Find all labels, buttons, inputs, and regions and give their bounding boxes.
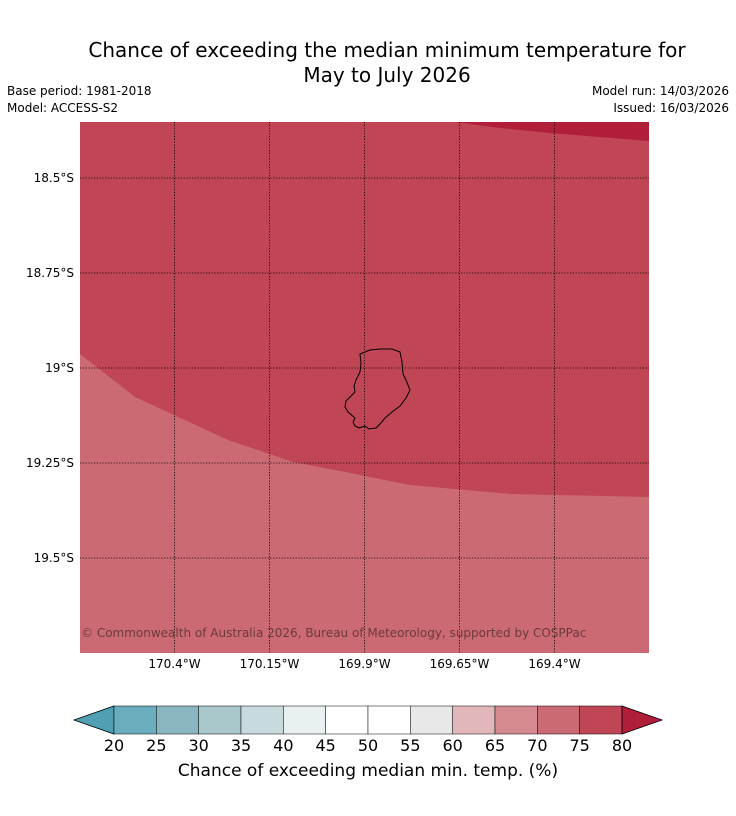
colorbar-cell (537, 705, 580, 735)
colorbar-tick-label: 60 (442, 736, 463, 755)
issued-date: Issued: 16/03/2026 (613, 101, 729, 115)
copyright-notice: © Commonwealth of Australia 2026, Bureau… (81, 626, 587, 640)
model-run: Model run: 14/03/2026 (591, 84, 729, 98)
niue-island-outline (344, 348, 411, 430)
lon-label: 169.9°W (338, 657, 391, 671)
lon-label: 170.4°W (148, 657, 201, 671)
colorbar-tick-label: 75 (569, 736, 590, 755)
colorbar-tick-label: 20 (103, 736, 125, 755)
colorbar-tick-label: 80 (611, 736, 633, 755)
lat-label: 19.5°S (33, 551, 74, 565)
colorbar-tick-label: 25 (146, 736, 167, 755)
colorbar-cell (198, 705, 242, 735)
colorbar-cell (113, 705, 157, 735)
colorbar-cell (325, 705, 369, 735)
graticule (80, 122, 649, 653)
lat-label: 19.25°S (26, 456, 74, 470)
meta-left: Base period: 1981-2018 Model: ACCESS-S2 (7, 83, 152, 117)
model-name: Model: ACCESS-S2 (7, 101, 119, 115)
colorbar-cell (240, 705, 284, 735)
lat-label: 18.75°S (26, 266, 74, 280)
colorbar-cell (579, 705, 623, 735)
colorbar-cell (494, 705, 538, 735)
colorbar-cell (367, 705, 411, 735)
colorbar-tick-label: 35 (230, 736, 252, 755)
lat-label: 18.5°S (33, 171, 74, 185)
lon-label: 169.65°W (429, 657, 490, 671)
base-period: Base period: 1981-2018 (7, 84, 152, 98)
colorbar-title: Chance of exceeding median min. temp. (%… (177, 761, 559, 781)
region-80-plus (455, 122, 649, 141)
colorbar-tick-label: 30 (188, 736, 209, 755)
colorbar-cell (156, 705, 199, 735)
colorbar-tick-label: 45 (315, 736, 336, 755)
map-panel[interactable] (80, 122, 649, 653)
chart-title-line-2: May to July 2026 (303, 63, 471, 87)
chart-title: Chance of exceeding the median minimum t… (0, 38, 736, 88)
colorbar-tick-label: 65 (484, 736, 506, 755)
meta-right: Model run: 14/03/2026 Issued: 16/03/2026 (592, 83, 729, 117)
colorbar-cell (452, 705, 496, 735)
colorbar-tick-label: 50 (357, 736, 379, 755)
map-canvas (80, 122, 649, 653)
colorbar-over-arrow (621, 705, 664, 735)
colorbar-cells (113, 705, 623, 735)
colorbar-tick-label: 70 (527, 736, 548, 755)
colorbar-cell (410, 705, 453, 735)
colorbar-tick-label: 40 (273, 736, 294, 755)
colorbar-under-arrow (72, 705, 115, 735)
chart-title-line-1: Chance of exceeding the median minimum t… (88, 38, 686, 62)
lat-label: 19°S (45, 361, 74, 375)
colorbar (72, 705, 664, 735)
lon-label: 170.15°W (239, 657, 300, 671)
lon-label: 169.4°W (528, 657, 581, 671)
colorbar-tick-label: 55 (400, 736, 421, 755)
colorbar-cell (283, 705, 326, 735)
